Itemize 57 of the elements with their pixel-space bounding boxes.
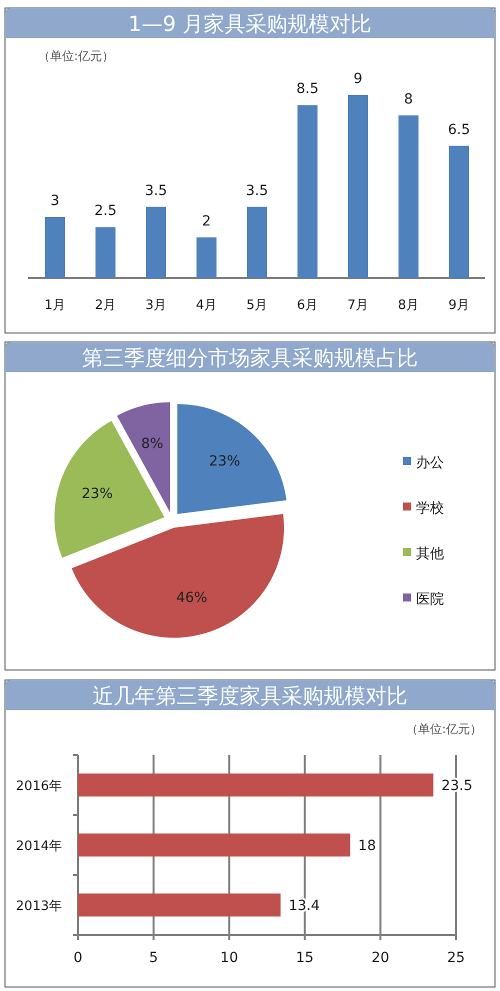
legend-item: 办公 (403, 455, 444, 471)
data-label: 23% (209, 453, 240, 470)
bar (78, 834, 350, 856)
data-label: 3.5 (144, 182, 168, 199)
x-tick-label: 1月 (44, 298, 66, 313)
x-tick-label: 4月 (196, 298, 218, 313)
data-label: 23% (82, 486, 113, 502)
bar (247, 206, 267, 278)
x-tick-label: 20 (371, 950, 390, 966)
bar (196, 237, 216, 278)
chart-title: 近几年第三季度家具采购规模对比 (92, 684, 408, 708)
data-label: 2.5 (94, 203, 117, 220)
data-label: 3 (50, 193, 60, 209)
legend-item: 其他 (403, 546, 444, 562)
text: （单位:亿元） (38, 49, 114, 63)
y-tick-label: 2014年 (16, 839, 62, 854)
chart-title: 1—9 月家具采购规模对比 (128, 12, 372, 36)
x-tick-label: 8月 (398, 298, 420, 313)
legend-label: 医院 (416, 592, 444, 608)
bar (298, 105, 318, 278)
bar (78, 894, 281, 916)
data-label: 8 (404, 91, 413, 108)
data-label: 9 (354, 71, 362, 87)
bar (398, 115, 418, 278)
x-tick-label: 5 (149, 950, 158, 966)
x-tick-label: 9月 (448, 298, 470, 313)
legend-label: 办公 (416, 455, 444, 471)
legend-item: 医院 (403, 592, 444, 608)
bar (78, 774, 434, 796)
legend-label: 其他 (416, 546, 444, 562)
legend-item: 学校 (403, 500, 444, 516)
bar (96, 227, 116, 278)
bar (449, 146, 469, 278)
x-tick-label: 6月 (296, 298, 318, 313)
data-label: 46% (176, 590, 208, 606)
data-label: 8% (141, 436, 164, 452)
bar (146, 206, 166, 278)
chart-title: 第三季度细分市场家具采购规模占比 (82, 346, 418, 370)
x-tick-label: 2月 (94, 298, 116, 313)
y-tick-label: 2016年 (16, 779, 62, 794)
x-tick-label: 25 (447, 950, 465, 966)
data-label: 18 (358, 838, 376, 854)
x-tick-label: 10 (220, 950, 238, 966)
data-label: 6.5 (448, 122, 470, 138)
text: （单位:亿元） (406, 722, 482, 736)
x-tick-label: 0 (74, 950, 82, 966)
bar (348, 95, 368, 278)
data-label: 8.5 (296, 81, 319, 98)
y-tick-label: 2013年 (16, 899, 62, 914)
x-tick-label: 7月 (347, 298, 369, 313)
x-tick-label: 5月 (246, 298, 268, 313)
bar (45, 217, 65, 278)
x-tick-label: 3月 (145, 298, 167, 313)
x-tick-label: 15 (296, 950, 314, 966)
data-label: 3.5 (246, 182, 268, 199)
data-label: 2 (202, 213, 211, 230)
legend-label: 学校 (416, 500, 444, 516)
